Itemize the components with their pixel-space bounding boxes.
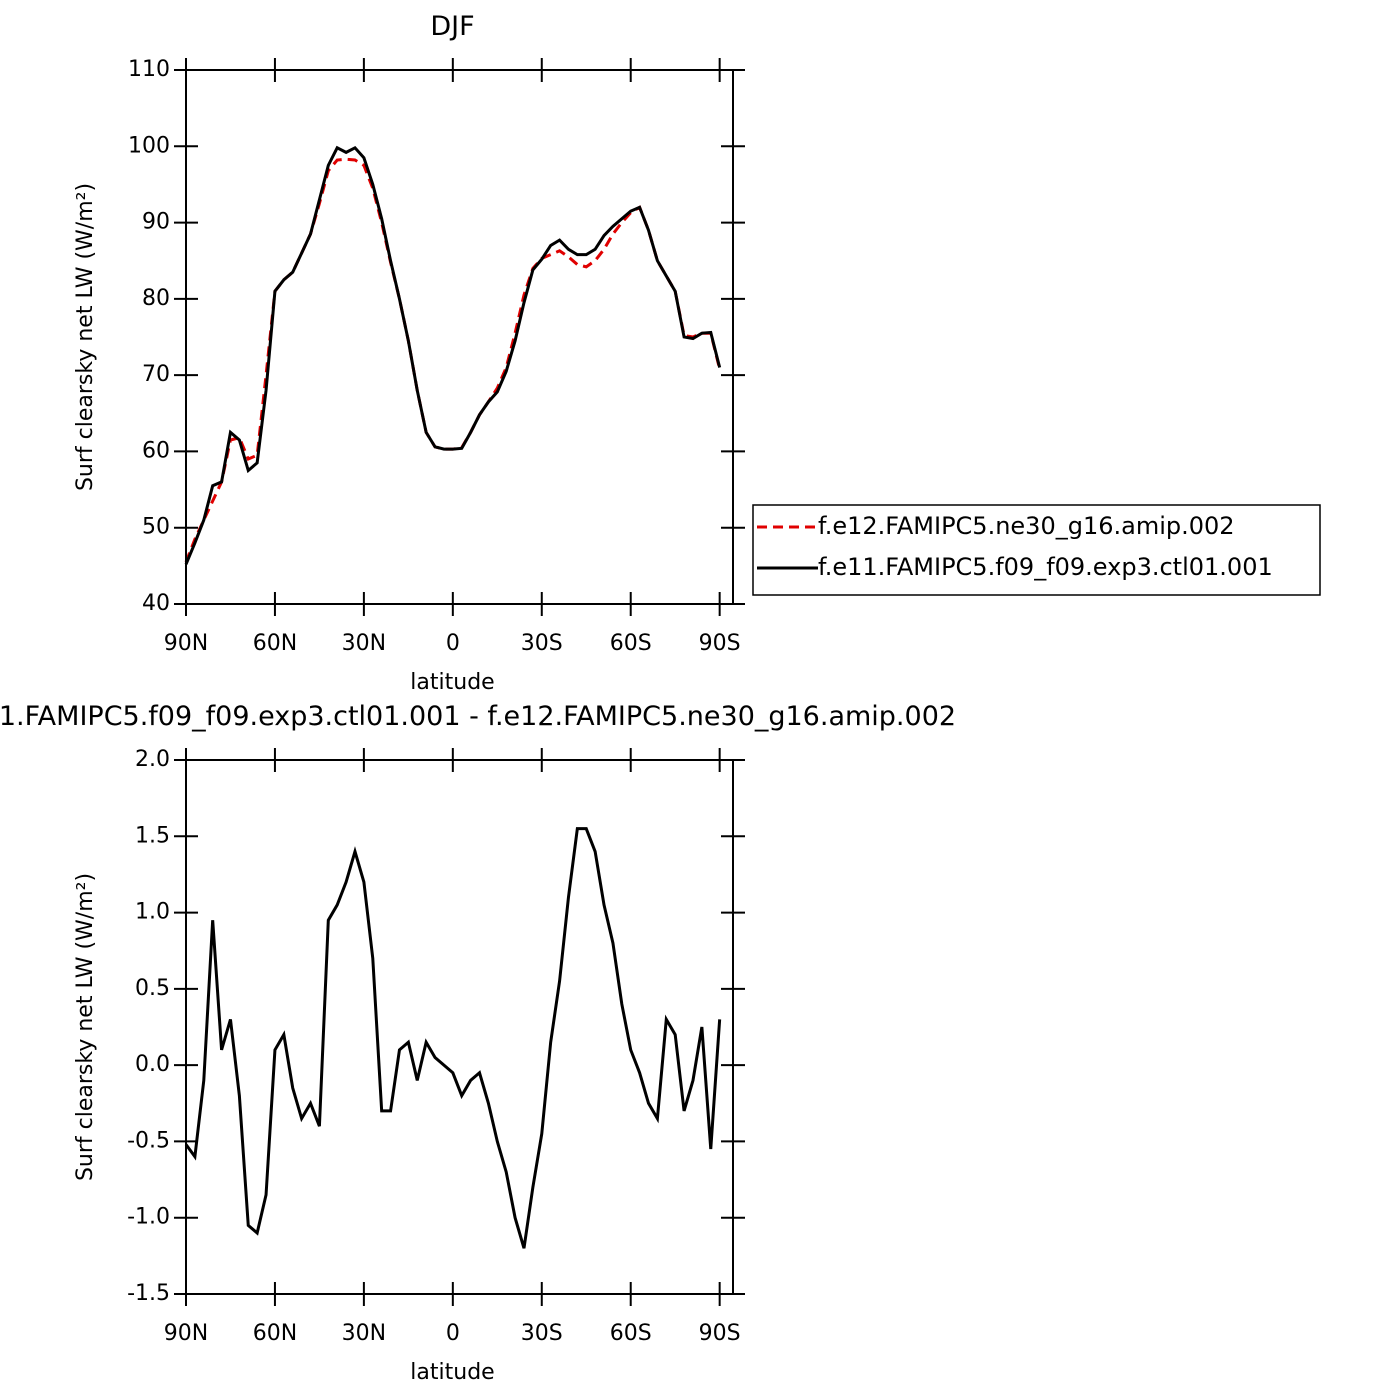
- x-tick-label: 90N: [164, 631, 208, 656]
- y-tick-label: 40: [142, 591, 170, 616]
- y-tick-label: 1.0: [135, 900, 170, 925]
- x-tick-label: 0: [446, 631, 460, 656]
- data-line: [184, 827, 722, 1249]
- x-axis-label: latitude: [410, 670, 494, 695]
- x-tick-label: 30N: [342, 631, 386, 656]
- x-tick-label: 0: [446, 1321, 460, 1346]
- x-tick-label: 30S: [521, 631, 563, 656]
- x-tick-label: 90N: [164, 1321, 208, 1346]
- y-tick-label: 0.5: [135, 976, 170, 1001]
- x-tick-label: 30N: [342, 1321, 386, 1346]
- y-tick-label: -1.0: [127, 1205, 170, 1230]
- y-tick-label: 60: [142, 438, 170, 463]
- y-tick-label: 80: [142, 286, 170, 311]
- x-tick-label: 60N: [253, 631, 297, 656]
- x-tick-label: 60S: [610, 1321, 652, 1346]
- x-tick-label: 90S: [699, 631, 741, 656]
- x-tick-label: 60S: [610, 631, 652, 656]
- y-axis-label: Surf clearsky net LW (W/m²): [73, 183, 98, 491]
- legend-label: f.e11.FAMIPC5.f09_f09.exp3.ctl01.001: [818, 553, 1273, 581]
- y-tick-label: 90: [142, 210, 170, 235]
- y-tick-label: -1.5: [127, 1281, 170, 1306]
- x-tick-label: 90S: [699, 1321, 741, 1346]
- plot-frame: [185, 759, 734, 1295]
- y-tick-label: 1.5: [135, 823, 170, 848]
- y-tick-label: 50: [142, 515, 170, 540]
- x-axis-label: latitude: [410, 1360, 494, 1385]
- chart-title: DJF: [430, 11, 474, 42]
- legend-box: [752, 504, 1321, 596]
- x-tick-label: 30S: [521, 1321, 563, 1346]
- data-line: [184, 145, 722, 565]
- plot-frame: [185, 69, 734, 605]
- y-tick-label: 100: [128, 133, 170, 158]
- y-axis-label: Surf clearsky net LW (W/m²): [73, 873, 98, 1181]
- y-tick-label: 110: [128, 57, 170, 82]
- legend-label: f.e12.FAMIPC5.ne30_g16.amip.002: [818, 512, 1235, 540]
- x-tick-label: 60N: [253, 1321, 297, 1346]
- y-tick-label: -0.5: [127, 1128, 170, 1153]
- y-tick-label: 70: [142, 362, 170, 387]
- y-tick-label: 0.0: [135, 1052, 170, 1077]
- data-line: [184, 157, 722, 563]
- y-tick-label: 2.0: [135, 747, 170, 772]
- chart-title: f.e11.FAMIPC5.f09_f09.exp3.ctl01.001 - f…: [0, 701, 956, 732]
